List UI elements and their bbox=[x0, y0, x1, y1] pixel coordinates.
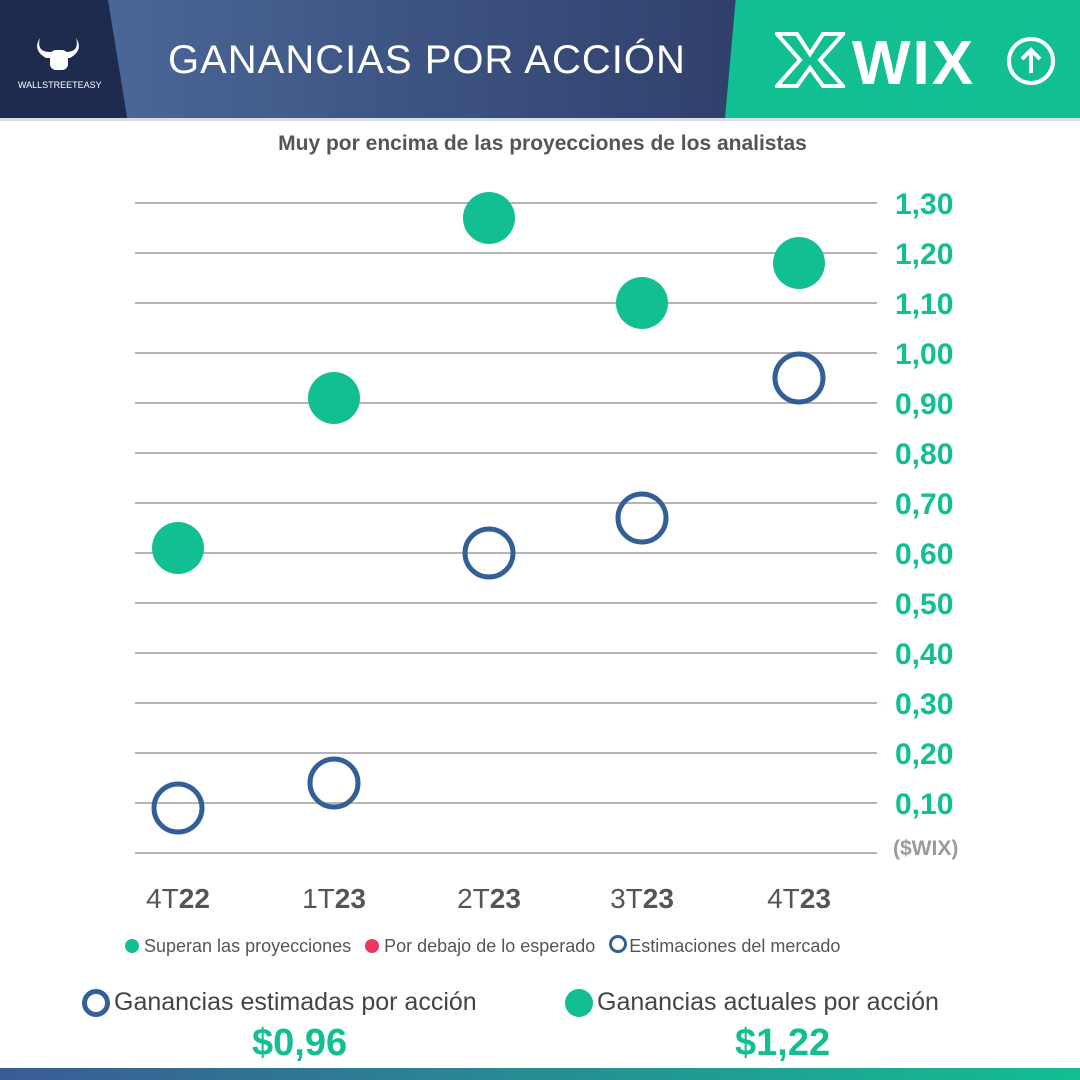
actual-point bbox=[773, 237, 825, 289]
estimate-marker-icon bbox=[82, 988, 110, 1017]
wix-panel bbox=[725, 0, 1080, 118]
estimated-label: Ganancias estimadas por acción bbox=[114, 988, 477, 1016]
y-tick-label: 1,00 bbox=[895, 338, 953, 371]
bottom-bar bbox=[0, 1068, 1080, 1080]
bull-icon bbox=[37, 38, 79, 70]
brand-left: WALLSTREETEASY bbox=[18, 80, 102, 90]
y-tick-label: 0,80 bbox=[895, 438, 953, 471]
x-tick-label: 1T23 bbox=[302, 883, 366, 914]
header: WALLSTREETEASY GANANCIAS POR ACCIÓN WIX bbox=[0, 0, 1080, 118]
actual-label: Ganancias actuales por acción bbox=[597, 988, 939, 1016]
legend-item-below: Por debajo de lo esperado bbox=[365, 936, 595, 957]
estimate-point bbox=[462, 526, 516, 580]
x-tick-label: 4T23 bbox=[767, 883, 831, 914]
x-tick-label: 3T23 bbox=[610, 883, 674, 914]
estimate-point bbox=[151, 781, 205, 835]
y-tick-label: 0,50 bbox=[895, 588, 953, 621]
legend-item-beat: Superan las proyecciones bbox=[125, 936, 351, 957]
legend: Superan las proyecciones Por debajo de l… bbox=[125, 935, 840, 957]
y-tick-label: 0,20 bbox=[895, 738, 953, 771]
estimate-point bbox=[615, 491, 669, 545]
y-tick-label: 1,20 bbox=[895, 238, 953, 271]
estimated-value: $0,96 bbox=[252, 1022, 348, 1064]
legend-item-estimate: Estimaciones del mercado bbox=[609, 935, 840, 957]
y-tick-label: 0,30 bbox=[895, 688, 953, 721]
y-tick-label: 0,60 bbox=[895, 538, 953, 571]
chart-subtitle: Muy por encima de las proyecciones de lo… bbox=[278, 132, 807, 155]
actual-point bbox=[616, 277, 668, 329]
brand-right: WIX bbox=[852, 29, 976, 98]
summary-actual: Ganancias actuales por acción bbox=[565, 988, 939, 1017]
summary-estimated: Ganancias estimadas por acción bbox=[82, 988, 477, 1017]
actual-point bbox=[463, 192, 515, 244]
actual-value: $1,22 bbox=[735, 1022, 831, 1064]
y-tick-label: 0,70 bbox=[895, 488, 953, 521]
page-title: GANANCIAS POR ACCIÓN bbox=[168, 38, 686, 82]
y-tick-label: 0,10 bbox=[895, 788, 953, 821]
actual-point bbox=[308, 372, 360, 424]
y-tick-label: 1,10 bbox=[895, 288, 953, 321]
wix-emblem-icon bbox=[775, 32, 845, 88]
arrow-up-circle-icon bbox=[1007, 37, 1055, 85]
y-axis-label: ($WIX) bbox=[893, 837, 958, 860]
y-tick-label: 0,40 bbox=[895, 638, 953, 671]
actual-marker-icon bbox=[565, 988, 593, 1017]
y-tick-label: 1,30 bbox=[895, 188, 953, 221]
y-tick-label: 0,90 bbox=[895, 388, 953, 421]
scatter-chart: 0,10 0,20 0,30 0,40 0,50 0,60 0,70 0,80 0,90 1,00… bbox=[135, 188, 958, 914]
estimate-point bbox=[772, 351, 826, 405]
wallstreeteasy-logo: WALLSTREETEASY bbox=[0, 0, 128, 118]
x-tick-label: 2T23 bbox=[457, 883, 521, 914]
actual-point bbox=[152, 522, 204, 574]
estimate-point bbox=[307, 756, 361, 810]
x-tick-label: 4T22 bbox=[146, 883, 210, 914]
